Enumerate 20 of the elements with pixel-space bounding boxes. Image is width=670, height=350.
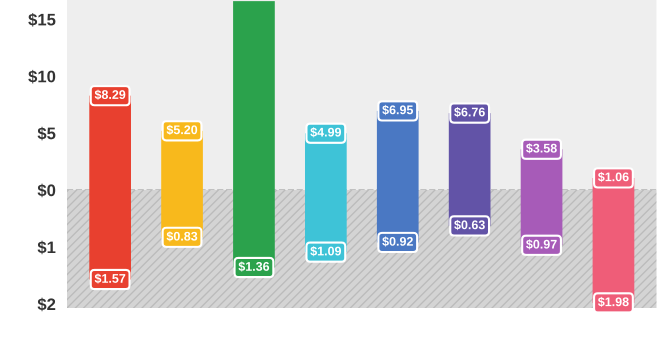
y-tick-label: $10 bbox=[28, 70, 56, 84]
data-label: $0.83 bbox=[166, 231, 198, 242]
y-tick-label: $15 bbox=[28, 13, 56, 27]
y-tick-label: $0 bbox=[38, 184, 56, 198]
data-label: $0.63 bbox=[454, 220, 485, 230]
data-label: $6.95 bbox=[382, 104, 414, 116]
y-tick-label: $2 bbox=[38, 298, 56, 312]
data-label: $1.36 bbox=[238, 261, 270, 272]
data-label: $1.57 bbox=[94, 273, 126, 284]
data-label: $5.20 bbox=[166, 124, 198, 135]
data-label: $4.99 bbox=[310, 127, 342, 138]
data-label: $1.09 bbox=[310, 246, 342, 256]
data-label: $6.76 bbox=[454, 107, 485, 118]
data-label: $3.58 bbox=[526, 143, 557, 154]
y-tick-label: $5 bbox=[38, 126, 56, 140]
data-label: $1.98 bbox=[598, 296, 629, 308]
y-tick-label: $1 bbox=[38, 240, 56, 254]
data-label: $8.29 bbox=[94, 90, 126, 100]
data-label: $0.92 bbox=[382, 236, 413, 247]
data-label: $0.97 bbox=[526, 239, 557, 250]
